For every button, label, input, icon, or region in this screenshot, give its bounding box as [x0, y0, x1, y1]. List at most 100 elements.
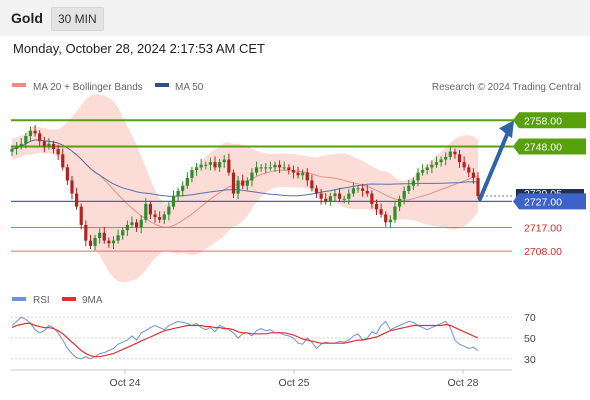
candle: [425, 164, 429, 175]
forecast-arrow-shaft: [478, 130, 510, 202]
ma9-legend-label: 9MA: [82, 295, 103, 306]
candle-body: [462, 162, 466, 168]
candle: [84, 220, 88, 247]
candle: [213, 156, 217, 171]
candle: [416, 168, 420, 187]
candle-body: [227, 159, 231, 173]
candle: [222, 155, 226, 168]
candle: [181, 181, 185, 197]
candle: [70, 176, 74, 200]
candle-body: [24, 136, 28, 144]
candle: [453, 148, 457, 159]
bollinger-bands: [12, 94, 478, 283]
candle-body: [264, 167, 268, 169]
candle: [287, 164, 291, 175]
candle-body: [61, 154, 65, 168]
candle: [42, 136, 46, 153]
candle: [342, 195, 346, 204]
candle: [15, 142, 19, 155]
candle-body: [245, 180, 249, 186]
candle-body: [153, 214, 157, 218]
candle-body: [236, 180, 240, 194]
candle: [365, 185, 369, 197]
candle-body: [434, 162, 439, 165]
candle-body: [167, 206, 171, 215]
candle-body: [301, 172, 305, 176]
resistance-tag-2758: 2758.00: [513, 112, 586, 129]
candle-body: [38, 133, 42, 142]
candle: [79, 203, 83, 230]
x-tick-label: Oct 28: [448, 377, 479, 389]
candle: [444, 152, 448, 166]
candle-body: [98, 232, 102, 238]
candle: [361, 183, 365, 197]
rsi-tick-label: 50: [524, 333, 536, 345]
candle-body: [467, 167, 471, 173]
candle: [328, 193, 332, 206]
candle: [148, 200, 153, 219]
candle: [19, 138, 23, 150]
candle: [167, 202, 171, 221]
candle: [301, 169, 305, 180]
candle-body: [231, 172, 236, 194]
candle: [250, 168, 254, 187]
candle-body: [310, 180, 314, 189]
instrument-name: Gold: [11, 10, 43, 26]
candle: [296, 166, 300, 179]
rsi-legend-label: RSI: [33, 295, 50, 306]
candle: [471, 168, 475, 184]
timeframe-button[interactable]: 30 MIN: [51, 7, 104, 31]
candle: [102, 227, 106, 244]
candle: [56, 144, 60, 161]
candle-body: [407, 185, 411, 191]
resistance-tag-2748-box: [513, 138, 586, 155]
candle: [356, 185, 360, 193]
candle-body: [361, 188, 365, 191]
candle: [231, 169, 236, 198]
candle: [218, 159, 222, 172]
chart-timestamp: Monday, October 28, 2024 2:17:53 AM CET: [13, 41, 265, 56]
candle: [93, 234, 97, 251]
candle-body: [190, 170, 194, 178]
ma20-legend-swatch: [12, 83, 26, 87]
candle-body: [411, 180, 416, 186]
candle-body: [241, 180, 245, 186]
candle-body: [121, 230, 125, 236]
candle: [116, 229, 120, 244]
candle: [374, 199, 379, 215]
candle-body: [28, 130, 33, 136]
candle-body: [287, 167, 291, 170]
candle-body: [356, 188, 360, 190]
candle-body: [116, 235, 120, 241]
ma50-legend-swatch: [155, 83, 169, 87]
candle-body: [47, 143, 51, 147]
candle-body: [199, 164, 203, 168]
candle-body: [347, 193, 351, 199]
candle: [111, 236, 116, 249]
candle-body: [430, 164, 434, 168]
candle: [476, 172, 480, 200]
ma50-legend-label: MA 50: [175, 82, 204, 93]
candle-body: [397, 198, 402, 207]
candle-body: [370, 193, 374, 204]
candle-body: [107, 240, 111, 244]
candle-body: [282, 167, 286, 169]
candle: [457, 149, 462, 168]
candle: [139, 215, 143, 234]
candle: [176, 187, 180, 201]
candle: [171, 190, 176, 210]
candle: [194, 162, 199, 176]
candle-body: [15, 146, 19, 150]
candle-body: [250, 172, 254, 181]
resistance-tag-2758-box: [513, 112, 586, 129]
candle: [144, 198, 148, 223]
candle-body: [125, 224, 129, 231]
candle: [236, 176, 240, 200]
x-tick-label: Oct 25: [279, 377, 310, 389]
candle: [245, 177, 249, 191]
header-bar: Gold 30 MIN: [0, 0, 590, 36]
candle-body: [208, 162, 212, 165]
candle-body: [102, 232, 106, 241]
rsi-tick-label: 30: [524, 354, 536, 366]
